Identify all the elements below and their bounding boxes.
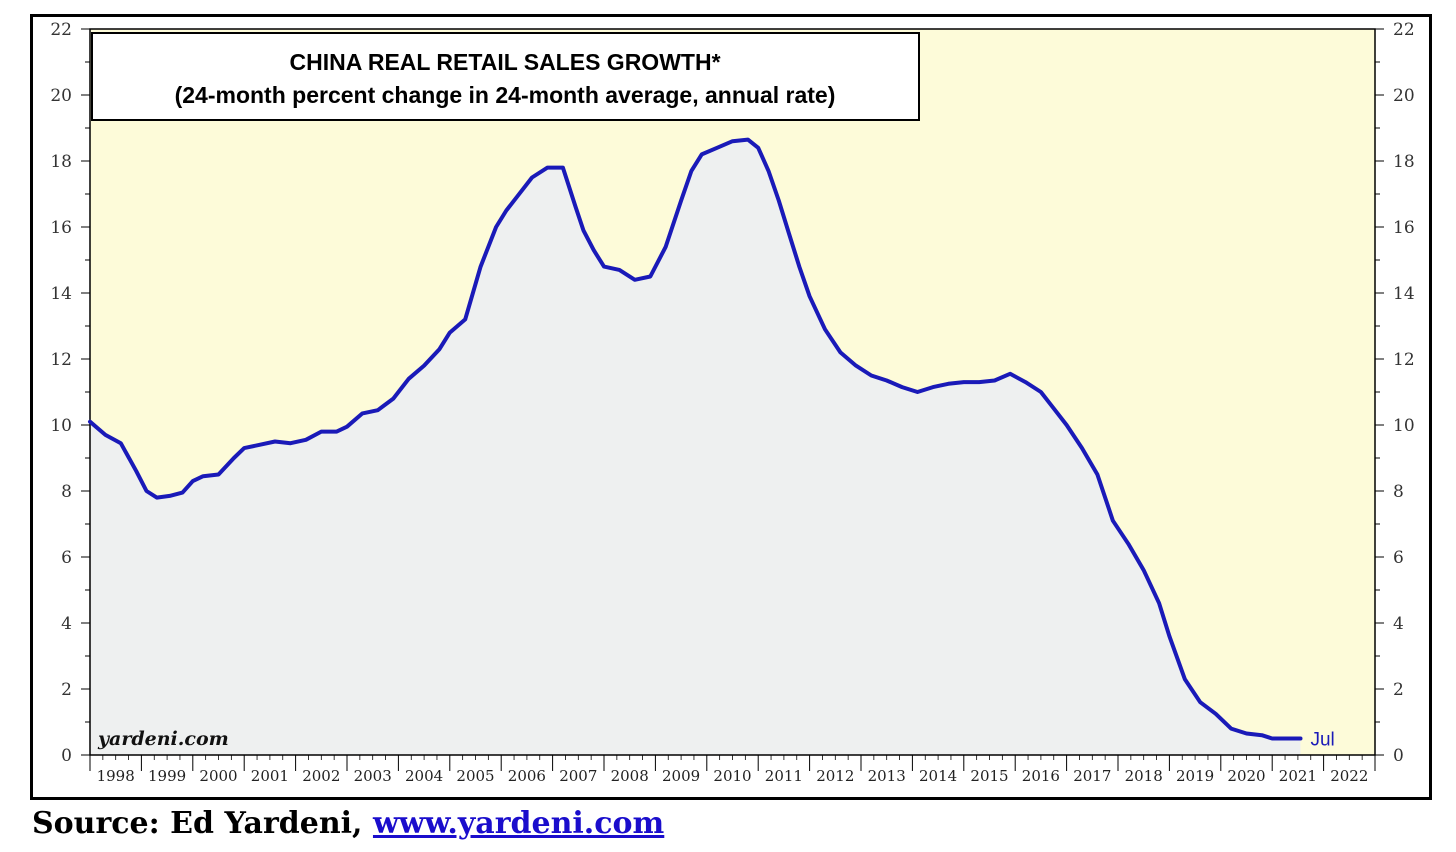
y-tick-label-left: 16 xyxy=(50,218,72,238)
x-tick-label: 2022 xyxy=(1330,767,1368,785)
x-tick-label: 2012 xyxy=(816,767,854,785)
x-tick-label: 2018 xyxy=(1125,767,1163,785)
y-tick-label-left: 4 xyxy=(61,614,72,634)
y-tick-label-left: 6 xyxy=(61,548,72,568)
source-link[interactable]: www.yardeni.com xyxy=(372,806,665,841)
y-tick-label-left: 12 xyxy=(50,350,72,370)
x-tick-label: 1999 xyxy=(148,767,186,785)
y-tick-label-right: 2 xyxy=(1393,680,1404,700)
x-tick-label: 2005 xyxy=(456,767,494,785)
x-tick-label: 2016 xyxy=(1022,767,1060,785)
series-line xyxy=(88,137,1303,741)
y-tick-label-right: 0 xyxy=(1393,746,1404,766)
y-tick-label-right: 6 xyxy=(1393,548,1404,568)
x-tick-label: 2021 xyxy=(1279,767,1317,785)
watermark: yardeni.com xyxy=(97,728,229,750)
x-tick-label: 2011 xyxy=(765,767,803,785)
x-tick-label: 2017 xyxy=(1073,767,1111,785)
y-tick-label-right: 8 xyxy=(1393,482,1404,502)
chart-title-box: CHINA REAL RETAIL SALES GROWTH* (24-month… xyxy=(91,32,920,121)
x-tick-label: 2015 xyxy=(970,767,1008,785)
x-tick-label: 2014 xyxy=(919,767,957,785)
y-tick-label-left: 0 xyxy=(61,746,72,766)
x-tick-label: 2001 xyxy=(251,767,289,785)
y-tick-label-right: 22 xyxy=(1393,20,1415,40)
chart-subtitle: (24-month percent change in 24-month ave… xyxy=(175,82,836,108)
x-tick-label: 2002 xyxy=(302,767,340,785)
y-tick-label-right: 20 xyxy=(1393,86,1415,106)
end-label: Jul xyxy=(1310,730,1334,751)
y-tick-label-right: 18 xyxy=(1393,152,1415,172)
x-tick-label: 2009 xyxy=(662,767,700,785)
y-tick-label-left: 14 xyxy=(50,284,72,304)
chart-title: CHINA REAL RETAIL SALES GROWTH* xyxy=(289,49,720,75)
y-tick-label-left: 2 xyxy=(61,680,72,700)
x-tick-label: 2000 xyxy=(199,767,237,785)
title-box-border xyxy=(91,32,920,121)
x-tick-label: 2019 xyxy=(1176,767,1214,785)
source-line: Source: Ed Yardeni, www.yardeni.com xyxy=(32,806,664,841)
x-tick-label: 2006 xyxy=(508,767,546,785)
y-tick-label-right: 16 xyxy=(1393,218,1415,238)
source-prefix: Source: Ed Yardeni, xyxy=(32,806,373,841)
y-tick-label-left: 10 xyxy=(50,416,72,436)
x-tick-label: 2008 xyxy=(611,767,649,785)
x-tick-label: 2004 xyxy=(405,767,443,785)
series-area xyxy=(90,139,1301,756)
x-axis: 1998 1999 2000 2001 2002 2003 2004 2005 2006 2007… xyxy=(89,755,1376,785)
y-tick-label-right: 12 xyxy=(1393,350,1415,370)
x-tick-label: 2020 xyxy=(1227,767,1265,785)
x-tick-label: 1998 xyxy=(97,767,135,785)
x-tick-label: 2010 xyxy=(713,767,751,785)
y-tick-label-right: 4 xyxy=(1393,614,1404,634)
y-tick-label-left: 22 xyxy=(50,20,72,40)
y-tick-label-right: 10 xyxy=(1393,416,1415,436)
x-tick-label: 2013 xyxy=(868,767,906,785)
y-tick-label-left: 18 xyxy=(50,152,72,172)
y-tick-label-left: 8 xyxy=(61,482,72,502)
x-tick-label: 2003 xyxy=(354,767,392,785)
y-tick-label-right: 14 xyxy=(1393,284,1415,304)
x-tick-label: 2007 xyxy=(559,767,597,785)
y-tick-label-left: 20 xyxy=(50,86,72,106)
